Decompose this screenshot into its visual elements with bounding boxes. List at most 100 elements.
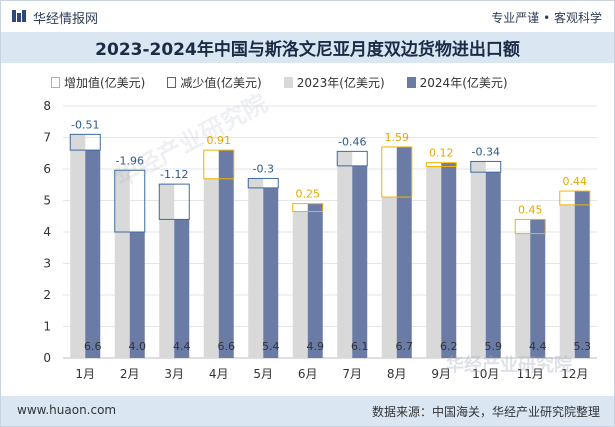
bar-value-label-2024: 4.0: [129, 340, 147, 353]
legend-label-2023: 2023年(亿美元): [296, 75, 385, 90]
y-tick-label: 0: [43, 351, 51, 365]
x-tick-label: 6月: [298, 367, 318, 381]
decrease-bracket: [336, 150, 368, 167]
x-tick-label: 1月: [75, 367, 95, 381]
brand-name: 华经情报网: [33, 12, 99, 27]
decrease-bracket: [114, 169, 146, 233]
change-label: 0.25: [296, 188, 321, 201]
bar-2024: [174, 219, 190, 358]
bar-2023: [292, 211, 308, 358]
change-label: 1.59: [385, 131, 410, 144]
bar-2024: [85, 150, 101, 358]
legend-swatch-decrease: [167, 76, 177, 88]
x-tick-label: 3月: [164, 367, 184, 381]
bar-2024: [485, 172, 501, 358]
bar-2023: [248, 178, 264, 358]
legend-label-2024: 2024年(亿美元): [419, 75, 508, 90]
footer-website: www.huaon.com: [17, 403, 117, 417]
change-label: 0.12: [429, 147, 454, 160]
bar-value-label-2024: 6.7: [396, 340, 414, 353]
y-tick-label: 6: [43, 162, 51, 176]
x-tick-label: 12月: [561, 367, 588, 381]
x-tick-label: 11月: [517, 367, 544, 381]
change-label: -1.12: [160, 168, 188, 181]
bar-2023: [515, 233, 531, 358]
y-tick-label: 7: [43, 131, 51, 145]
increase-bracket: [559, 190, 591, 206]
y-tick-label: 4: [43, 225, 51, 239]
y-tick-label: 1: [43, 320, 51, 334]
bar-value-label-2024: 4.9: [307, 340, 325, 353]
decrease-bracket: [247, 177, 279, 189]
bar-2023: [114, 170, 130, 358]
bar-2023: [381, 197, 397, 358]
footer-bar: www.huaon.com 数据来源：中国海关，华经产业研究院整理: [1, 396, 614, 426]
y-tick-label: 5: [43, 194, 51, 208]
bar-value-label-2024: 6.2: [440, 340, 458, 353]
bar-value-label-2024: 5.4: [262, 340, 280, 353]
change-label: 0.91: [207, 134, 232, 147]
bar-2023: [70, 134, 86, 358]
change-label: -1.96: [116, 154, 144, 167]
brand-logo-icon: [12, 10, 26, 22]
bar-2024: [307, 203, 323, 358]
bar-value-label-2024: 4.4: [529, 340, 547, 353]
decrease-bracket: [158, 183, 190, 220]
legend-label-increase: 增加值(亿美元): [64, 75, 146, 90]
bar-value-label-2024: 5.3: [574, 340, 592, 353]
legend-swatch-2024: [406, 76, 416, 88]
bar-2023: [159, 184, 175, 358]
tagline: 专业严谨 • 客观科学: [491, 11, 602, 25]
x-tick-label: 8月: [387, 367, 407, 381]
increase-bracket: [292, 203, 324, 213]
bar-2024: [441, 162, 457, 358]
y-tick-label: 8: [43, 99, 51, 113]
footer-source: 数据来源：中国海关，华经产业研究院整理: [371, 405, 600, 419]
chart-legend: 增加值(亿美元) 减少值(亿美元) 2023年(亿美元) 2024年(亿美元): [51, 72, 530, 92]
bar-2023: [203, 178, 219, 358]
change-label: -0.46: [338, 135, 366, 148]
change-label: 0.45: [518, 203, 543, 216]
decrease-bracket: [69, 133, 101, 151]
bar-2024: [263, 187, 279, 358]
legend-swatch-increase: [51, 76, 60, 88]
bar-2024: [574, 191, 590, 358]
y-tick-label: 2: [43, 288, 51, 302]
watermark-footer-mark: 华经产业研究院: [446, 355, 572, 376]
title-band: 2023-2024年中国与斯洛文尼亚月度双边货物进出口额: [1, 32, 614, 63]
x-tick-label: 9月: [431, 367, 451, 381]
bar-2023: [337, 151, 353, 358]
x-tick-label: 10月: [472, 367, 499, 381]
legend-swatch-2023: [283, 76, 293, 88]
legend-item-increase: 增加值(亿美元): [51, 74, 145, 91]
bar-2024: [352, 165, 368, 358]
legend-item-decrease: 减少值(亿美元): [167, 74, 262, 91]
bar-value-label-2024: 6.1: [351, 340, 369, 353]
bar-value-label-2024: 5.9: [485, 340, 503, 353]
x-tick-label: 5月: [253, 367, 273, 381]
legend-item-2023: 2023年(亿美元): [283, 74, 385, 91]
bar-2024: [530, 219, 546, 358]
change-label: -0.34: [472, 145, 500, 158]
x-tick-label: 4月: [209, 367, 229, 381]
change-label: 0.44: [563, 175, 588, 188]
x-tick-label: 7月: [342, 367, 362, 381]
x-tick-label: 2月: [120, 367, 140, 381]
bar-2024: [396, 146, 412, 358]
chart-title: 2023-2024年中国与斯洛文尼亚月度双边货物进出口额: [95, 40, 520, 60]
y-tick-label: 3: [43, 257, 51, 271]
top-bar: 华经情报网 专业严谨 • 客观科学: [1, 1, 614, 31]
bar-2023: [426, 166, 442, 358]
change-label: -0.51: [71, 118, 99, 131]
change-label: -0.3: [253, 162, 274, 175]
increase-bracket: [381, 146, 413, 198]
bar-value-label-2024: 6.6: [218, 340, 236, 353]
bar-2024: [129, 232, 145, 358]
increase-bracket: [514, 218, 546, 235]
increase-bracket: [425, 162, 457, 167]
bar-2024: [218, 150, 234, 358]
increase-bracket: [203, 149, 235, 180]
decrease-bracket: [470, 160, 502, 173]
